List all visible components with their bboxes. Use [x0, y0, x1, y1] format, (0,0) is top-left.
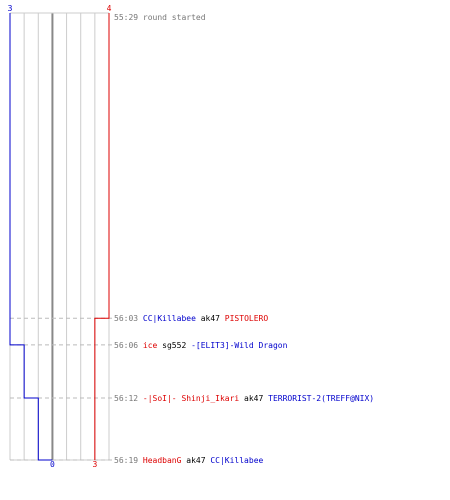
event-time: 56:03 — [114, 314, 143, 323]
event-time: 55:29 — [114, 13, 143, 22]
event-weapon: sg552 — [157, 341, 191, 350]
event-victim: -[ELIT3]-Wild Dragon — [191, 341, 288, 350]
event-killer: ice — [143, 341, 158, 350]
blue-end-count: 0 — [50, 460, 55, 469]
grid-layer — [9, 12, 110, 461]
red-end-count: 3 — [92, 460, 97, 469]
blue-team-line — [9, 13, 53, 461]
event-victim: PISTOLERO — [225, 314, 269, 323]
event-weapon: ak47 — [181, 456, 210, 465]
event-victim: TERRORIST-2(TREFF@NIX) — [268, 394, 374, 403]
event-log: 55:29 round started 56:03 CC|Killabee ak4… — [114, 13, 374, 465]
team-count-lines — [9, 13, 110, 461]
blue-start-count: 3 — [8, 4, 13, 13]
event-killer: CC|Killabee — [143, 314, 196, 323]
event-guide-lines — [10, 317, 112, 461]
event-killer: -|SoI|- Shinji_Ikari — [143, 394, 240, 403]
red-team-line — [94, 13, 110, 460]
red-start-count: 4 — [107, 4, 112, 13]
kill-event: 56:12 -|SoI|- Shinji_Ikari ak47 TERRORIS… — [114, 394, 374, 403]
event-time: 56:06 — [114, 341, 143, 350]
event-weapon: ak47 — [196, 314, 225, 323]
kill-event: 56:19 HeadbanG ak47 CC|Killabee — [114, 456, 264, 465]
team-count-labels: 3 4 0 3 — [8, 4, 112, 469]
event-killer: HeadbanG — [143, 456, 182, 465]
event-text: round started — [143, 13, 206, 22]
event-victim: CC|Killabee — [210, 456, 263, 465]
event-time: 56:12 — [114, 394, 143, 403]
round-start-event: 55:29 round started — [114, 13, 206, 22]
kill-event: 56:03 CC|Killabee ak47 PISTOLERO — [114, 314, 268, 323]
event-weapon: ak47 — [239, 394, 268, 403]
kill-event: 56:06 ice sg552 -[ELIT3]-Wild Dragon — [114, 341, 288, 350]
event-time: 56:19 — [114, 456, 143, 465]
